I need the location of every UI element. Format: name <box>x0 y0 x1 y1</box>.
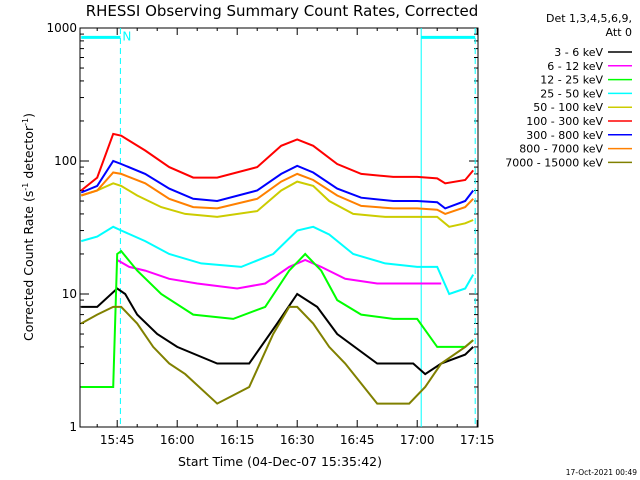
legend-label: 25 - 50 keV <box>540 87 603 100</box>
x-tick-label: 16:30 <box>280 433 315 447</box>
legend-label: 3 - 6 keV <box>554 46 603 59</box>
y-label-part3: ) <box>21 113 36 118</box>
y-tick-label: 100 <box>54 154 77 168</box>
legend-label: 100 - 300 keV <box>526 115 603 128</box>
y-axis: 1 10 100 1000 <box>46 21 478 434</box>
x-axis-label: Start Time (04-Dec-07 15:35:42) <box>178 454 382 469</box>
marker-label: N <box>122 29 131 43</box>
y-label-part1: Corrected Count Rate (s <box>21 191 36 341</box>
legend-label: 300 - 800 keV <box>526 129 603 142</box>
series-lines <box>80 132 475 405</box>
series-line-8 <box>80 305 474 405</box>
series-line-3 <box>80 225 475 296</box>
legend-header-1: Det 1,3,4,5,6,9, <box>546 12 632 25</box>
y-label-sup1: -1 <box>21 183 30 191</box>
series-line-6 <box>80 159 474 210</box>
series-line-1 <box>116 258 442 290</box>
legend-label: 800 - 7000 keV <box>519 143 603 156</box>
y-tick-label: 10 <box>62 287 77 301</box>
plot-border <box>79 27 479 428</box>
x-tick-label: 17:15 <box>460 433 495 447</box>
timestamp: 17-Oct-2021 00:49 <box>566 468 637 477</box>
series-line-0 <box>81 287 474 376</box>
y-axis-label: Corrected Count Rate (s-1 detector-1) <box>21 113 36 341</box>
series-line-5 <box>80 132 474 192</box>
x-tick-label: 16:00 <box>160 433 195 447</box>
legend-label: 50 - 100 keV <box>533 101 603 114</box>
x-tick-label: 15:45 <box>100 433 135 447</box>
x-tick-label: 16:15 <box>220 433 255 447</box>
chart-title: RHESSI Observing Summary Count Rates, Co… <box>86 2 479 20</box>
plot-frame <box>79 27 479 428</box>
legend-label: 7000 - 15000 keV <box>505 156 603 169</box>
x-axis: 15:45 16:00 16:15 16:30 16:45 17:00 17:15 <box>96 28 495 447</box>
y-label-part2: detector <box>21 125 36 183</box>
y-label-sup2: -1 <box>21 118 30 126</box>
x-tick-label: 17:00 <box>400 433 435 447</box>
series-line-4 <box>80 180 474 228</box>
series-line-2 <box>81 249 474 388</box>
attenuator-markers: N <box>81 28 476 427</box>
series-line-7 <box>80 171 474 215</box>
legend-label: 6 - 12 keV <box>547 60 603 73</box>
legend-header-2: Att 0 <box>606 26 632 39</box>
y-tick-label: 1 <box>69 420 77 434</box>
x-tick-label: 16:45 <box>340 433 375 447</box>
y-tick-label: 1000 <box>46 21 77 35</box>
legend-label: 12 - 25 keV <box>540 74 603 87</box>
